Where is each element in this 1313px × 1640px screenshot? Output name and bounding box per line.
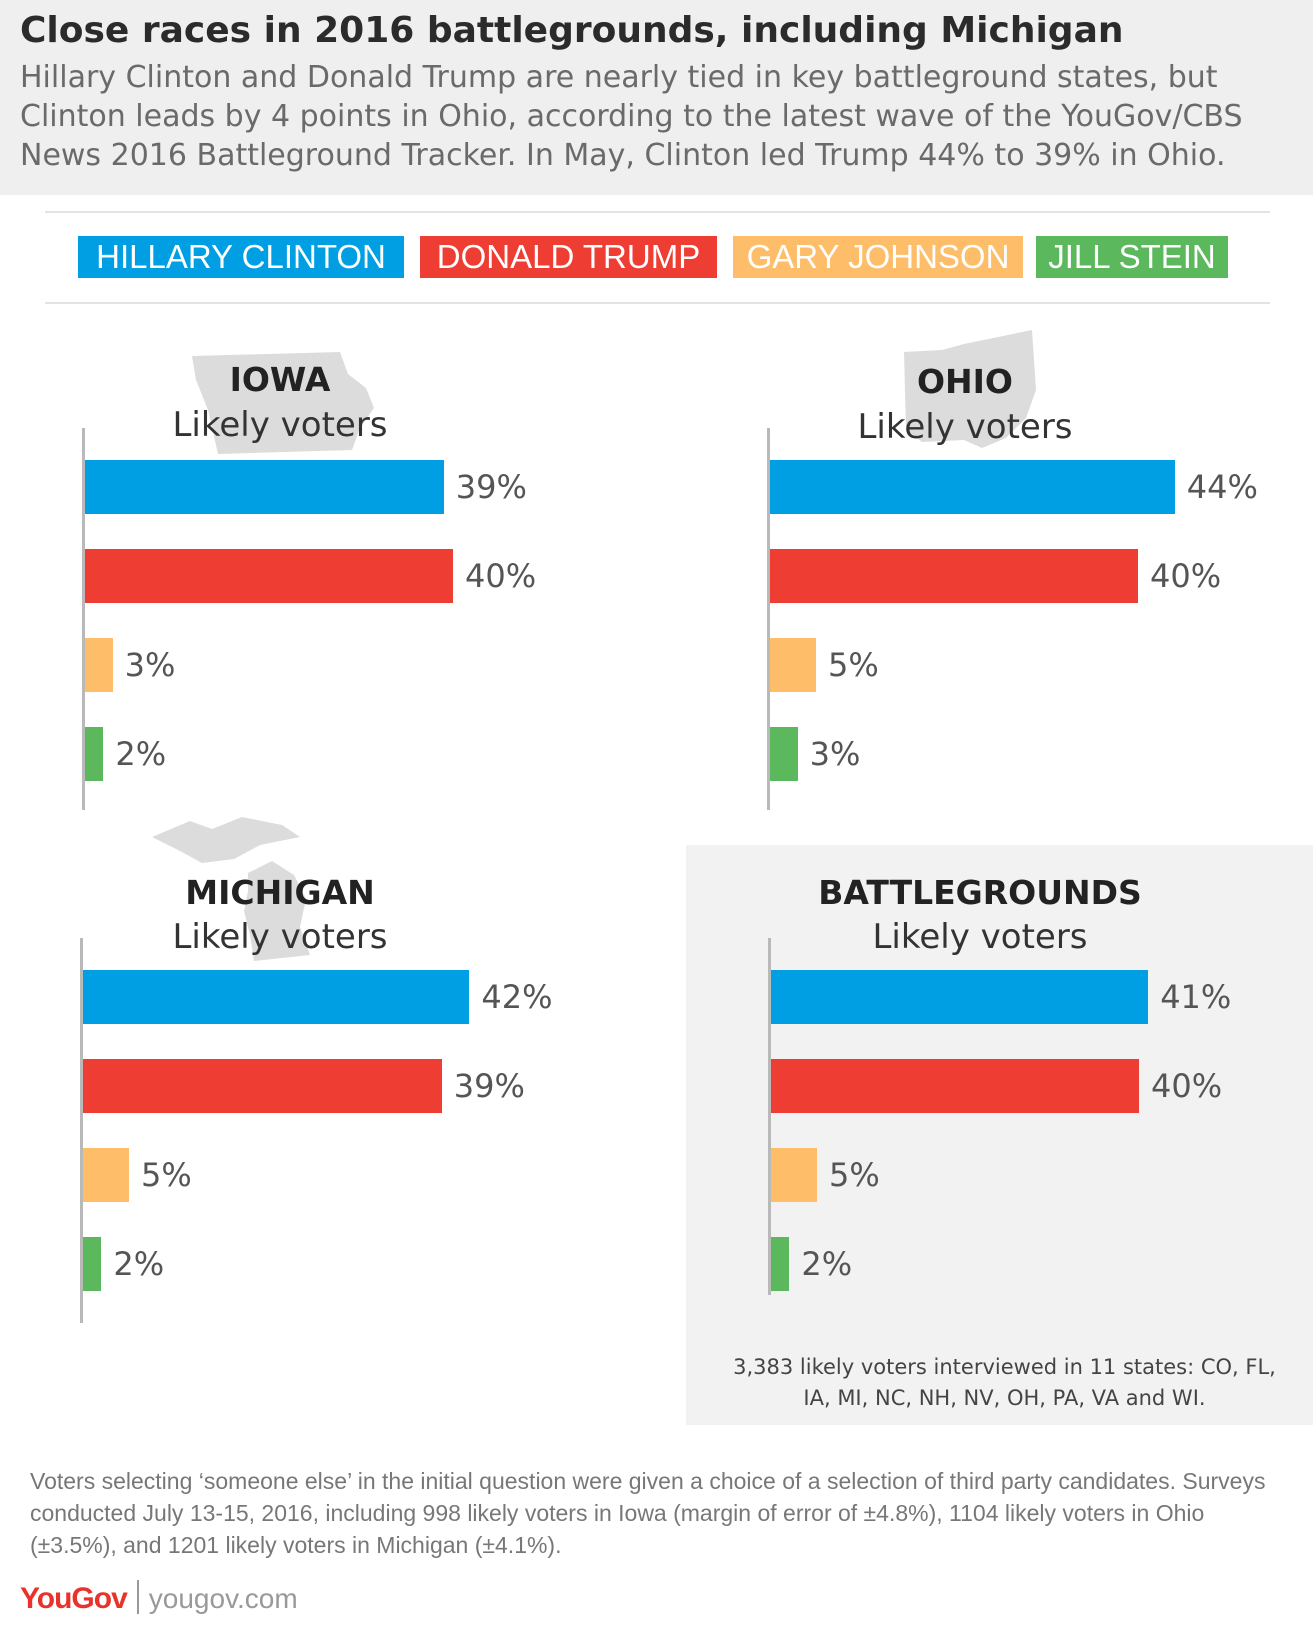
legend-item-clinton: HILLARY CLINTON: [78, 236, 404, 278]
divider-legend: [45, 302, 1270, 304]
value-label-battlegrounds-2: 5%: [829, 1156, 880, 1194]
legend: HILLARY CLINTON DONALD TRUMP GARY JOHNSO…: [0, 236, 1313, 278]
panel-title-iowa: IOWA: [229, 360, 331, 399]
footnote: Voters selecting ‘someone else’ in the i…: [30, 1468, 1266, 1558]
bar-iowa-2: [85, 638, 113, 692]
bar-michigan-1: [83, 1059, 442, 1113]
bar-ohio-0: [770, 460, 1175, 514]
bar-battlegrounds-2: [771, 1148, 817, 1202]
value-label-ohio-2: 5%: [828, 646, 879, 684]
panel-subtitle-battlegrounds: Likely voters: [872, 917, 1088, 957]
axis-ohio: [767, 428, 770, 810]
bar-ohio-2: [770, 638, 816, 692]
bar-iowa-0: [85, 460, 444, 514]
bar-battlegrounds-1: [771, 1059, 1139, 1113]
panel-title-battlegrounds: BATTLEGROUNDS: [818, 873, 1142, 912]
legend-item-stein: JILL STEIN: [1036, 236, 1228, 278]
bar-battlegrounds-0: [771, 970, 1149, 1024]
ohio-map-icon: [904, 330, 1036, 448]
value-label-iowa-0: 39%: [455, 468, 527, 506]
value-label-iowa-1: 40%: [465, 557, 537, 595]
battlegrounds-panel-background: [686, 845, 1313, 1425]
panel-subtitle-ohio: Likely voters: [857, 407, 1073, 447]
brand-url[interactable]: yougov.com: [148, 1583, 298, 1614]
value-label-iowa-3: 2%: [115, 735, 167, 773]
value-label-battlegrounds-1: 40%: [1151, 1067, 1223, 1105]
michigan-map-icon: [152, 817, 310, 961]
axis-battlegrounds: [768, 938, 771, 1295]
bar-michigan-2: [83, 1148, 129, 1202]
value-label-michigan-0: 42%: [481, 978, 553, 1016]
bar-michigan-3: [83, 1237, 102, 1291]
value-label-iowa-2: 3%: [124, 646, 176, 684]
panel-subtitle-iowa: Likely voters: [172, 405, 388, 445]
value-label-battlegrounds-3: 2%: [801, 1245, 853, 1283]
value-label-ohio-0: 44%: [1186, 468, 1258, 506]
axis-iowa: [82, 428, 85, 810]
legend-item-trump: DONALD TRUMP: [420, 236, 717, 278]
page-title: Close races in 2016 battlegrounds, inclu…: [20, 10, 1124, 51]
panel-subtitle-michigan: Likely voters: [172, 917, 388, 957]
header: Close races in 2016 battlegrounds, inclu…: [0, 0, 1313, 195]
value-label-ohio-3: 3%: [809, 735, 861, 773]
value-label-battlegrounds-0: 41%: [1160, 978, 1232, 1016]
iowa-map-icon: [192, 352, 374, 454]
brand-separator: [136, 1580, 139, 1614]
page-subtitle: Hillary Clinton and Donald Trump are nea…: [20, 60, 1243, 173]
battlegrounds-note: 3,383 likely voters interviewed in 11 st…: [733, 1355, 1276, 1410]
bar-ohio-1: [770, 549, 1138, 603]
axis-michigan: [80, 938, 83, 1323]
panel-title-michigan: MICHIGAN: [185, 873, 375, 912]
value-label-ohio-1: 40%: [1150, 557, 1222, 595]
bar-battlegrounds-3: [771, 1237, 790, 1291]
yougov-logo: YouGov: [20, 1582, 128, 1615]
value-label-michigan-2: 5%: [141, 1156, 192, 1194]
bar-michigan-0: [83, 970, 470, 1024]
value-label-michigan-1: 39%: [453, 1067, 525, 1105]
brand: YouGov yougov.com: [20, 1580, 298, 1620]
legend-item-johnson: GARY JOHNSON: [733, 236, 1023, 278]
panel-title-ohio: OHIO: [916, 362, 1013, 401]
bar-iowa-3: [85, 727, 104, 781]
bar-iowa-1: [85, 549, 453, 603]
value-label-michigan-3: 2%: [113, 1245, 165, 1283]
divider-top: [45, 211, 1270, 213]
bar-ohio-3: [770, 727, 798, 781]
